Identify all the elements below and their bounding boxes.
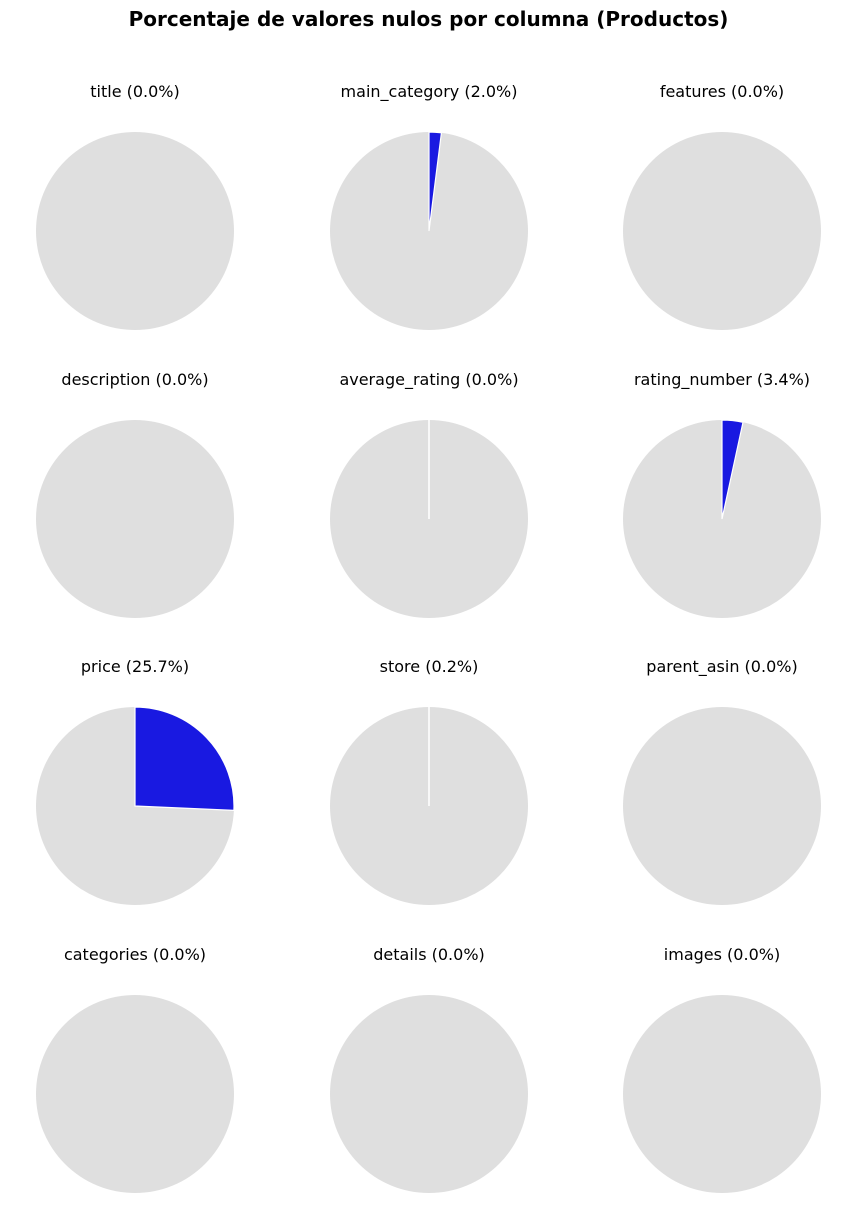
pie-title-price: price (25.7%): [81, 657, 189, 676]
chart-title: Porcentaje de valores nulos por columna …: [129, 7, 729, 31]
pie-slice-null-main-category: [428, 131, 443, 232]
pie-slice-nonnull-images: [623, 995, 821, 1193]
pie-details: details (0.0%): [330, 945, 528, 1193]
pie-images: images (0.0%): [623, 945, 821, 1193]
pie-title-store: store (0.2%): [380, 657, 479, 676]
pie-title-features: features (0.0%): [660, 82, 784, 101]
pie-title-details: details (0.0%): [373, 945, 485, 964]
pie-title-description: description (0.0%): [61, 370, 208, 389]
pie-store: store (0.2%): [330, 657, 528, 905]
pie-title-parent-asin: parent_asin (0.0%): [646, 657, 797, 677]
pie-title-title: title (0.0%): [90, 82, 180, 101]
pie-rating-number: rating_number (3.4%): [623, 370, 821, 618]
pie-main-category: main_category (2.0%): [330, 82, 528, 330]
pie-slice-nonnull-parent-asin: [623, 707, 821, 905]
pie-title-rating-number: rating_number (3.4%): [634, 370, 810, 390]
pie-categories: categories (0.0%): [36, 945, 234, 1193]
pie-description: description (0.0%): [36, 370, 234, 618]
pies-group: title (0.0%) main_category (2.0%) features…: [36, 82, 821, 1193]
pie-slice-nonnull-categories: [36, 995, 234, 1193]
pie-title-average-rating: average_rating (0.0%): [339, 370, 518, 390]
pie-average-rating: average_rating (0.0%): [330, 370, 528, 618]
pie-slice-nonnull-features: [623, 132, 821, 330]
pie-slice-nonnull-title: [36, 132, 234, 330]
pie-slice-null-price: [134, 706, 235, 811]
pie-slice-nonnull-details: [330, 995, 528, 1193]
pie-title: title (0.0%): [36, 82, 234, 330]
pie-title-images: images (0.0%): [664, 945, 780, 964]
pie-title-categories: categories (0.0%): [64, 945, 206, 964]
pie-parent-asin: parent_asin (0.0%): [623, 657, 821, 905]
pie-slice-null-rating-number: [721, 419, 744, 520]
pie-title-main-category: main_category (2.0%): [341, 82, 518, 102]
pie-price: price (25.7%): [36, 657, 235, 905]
pie-slice-nonnull-description: [36, 420, 234, 618]
pie-features: features (0.0%): [623, 82, 821, 330]
